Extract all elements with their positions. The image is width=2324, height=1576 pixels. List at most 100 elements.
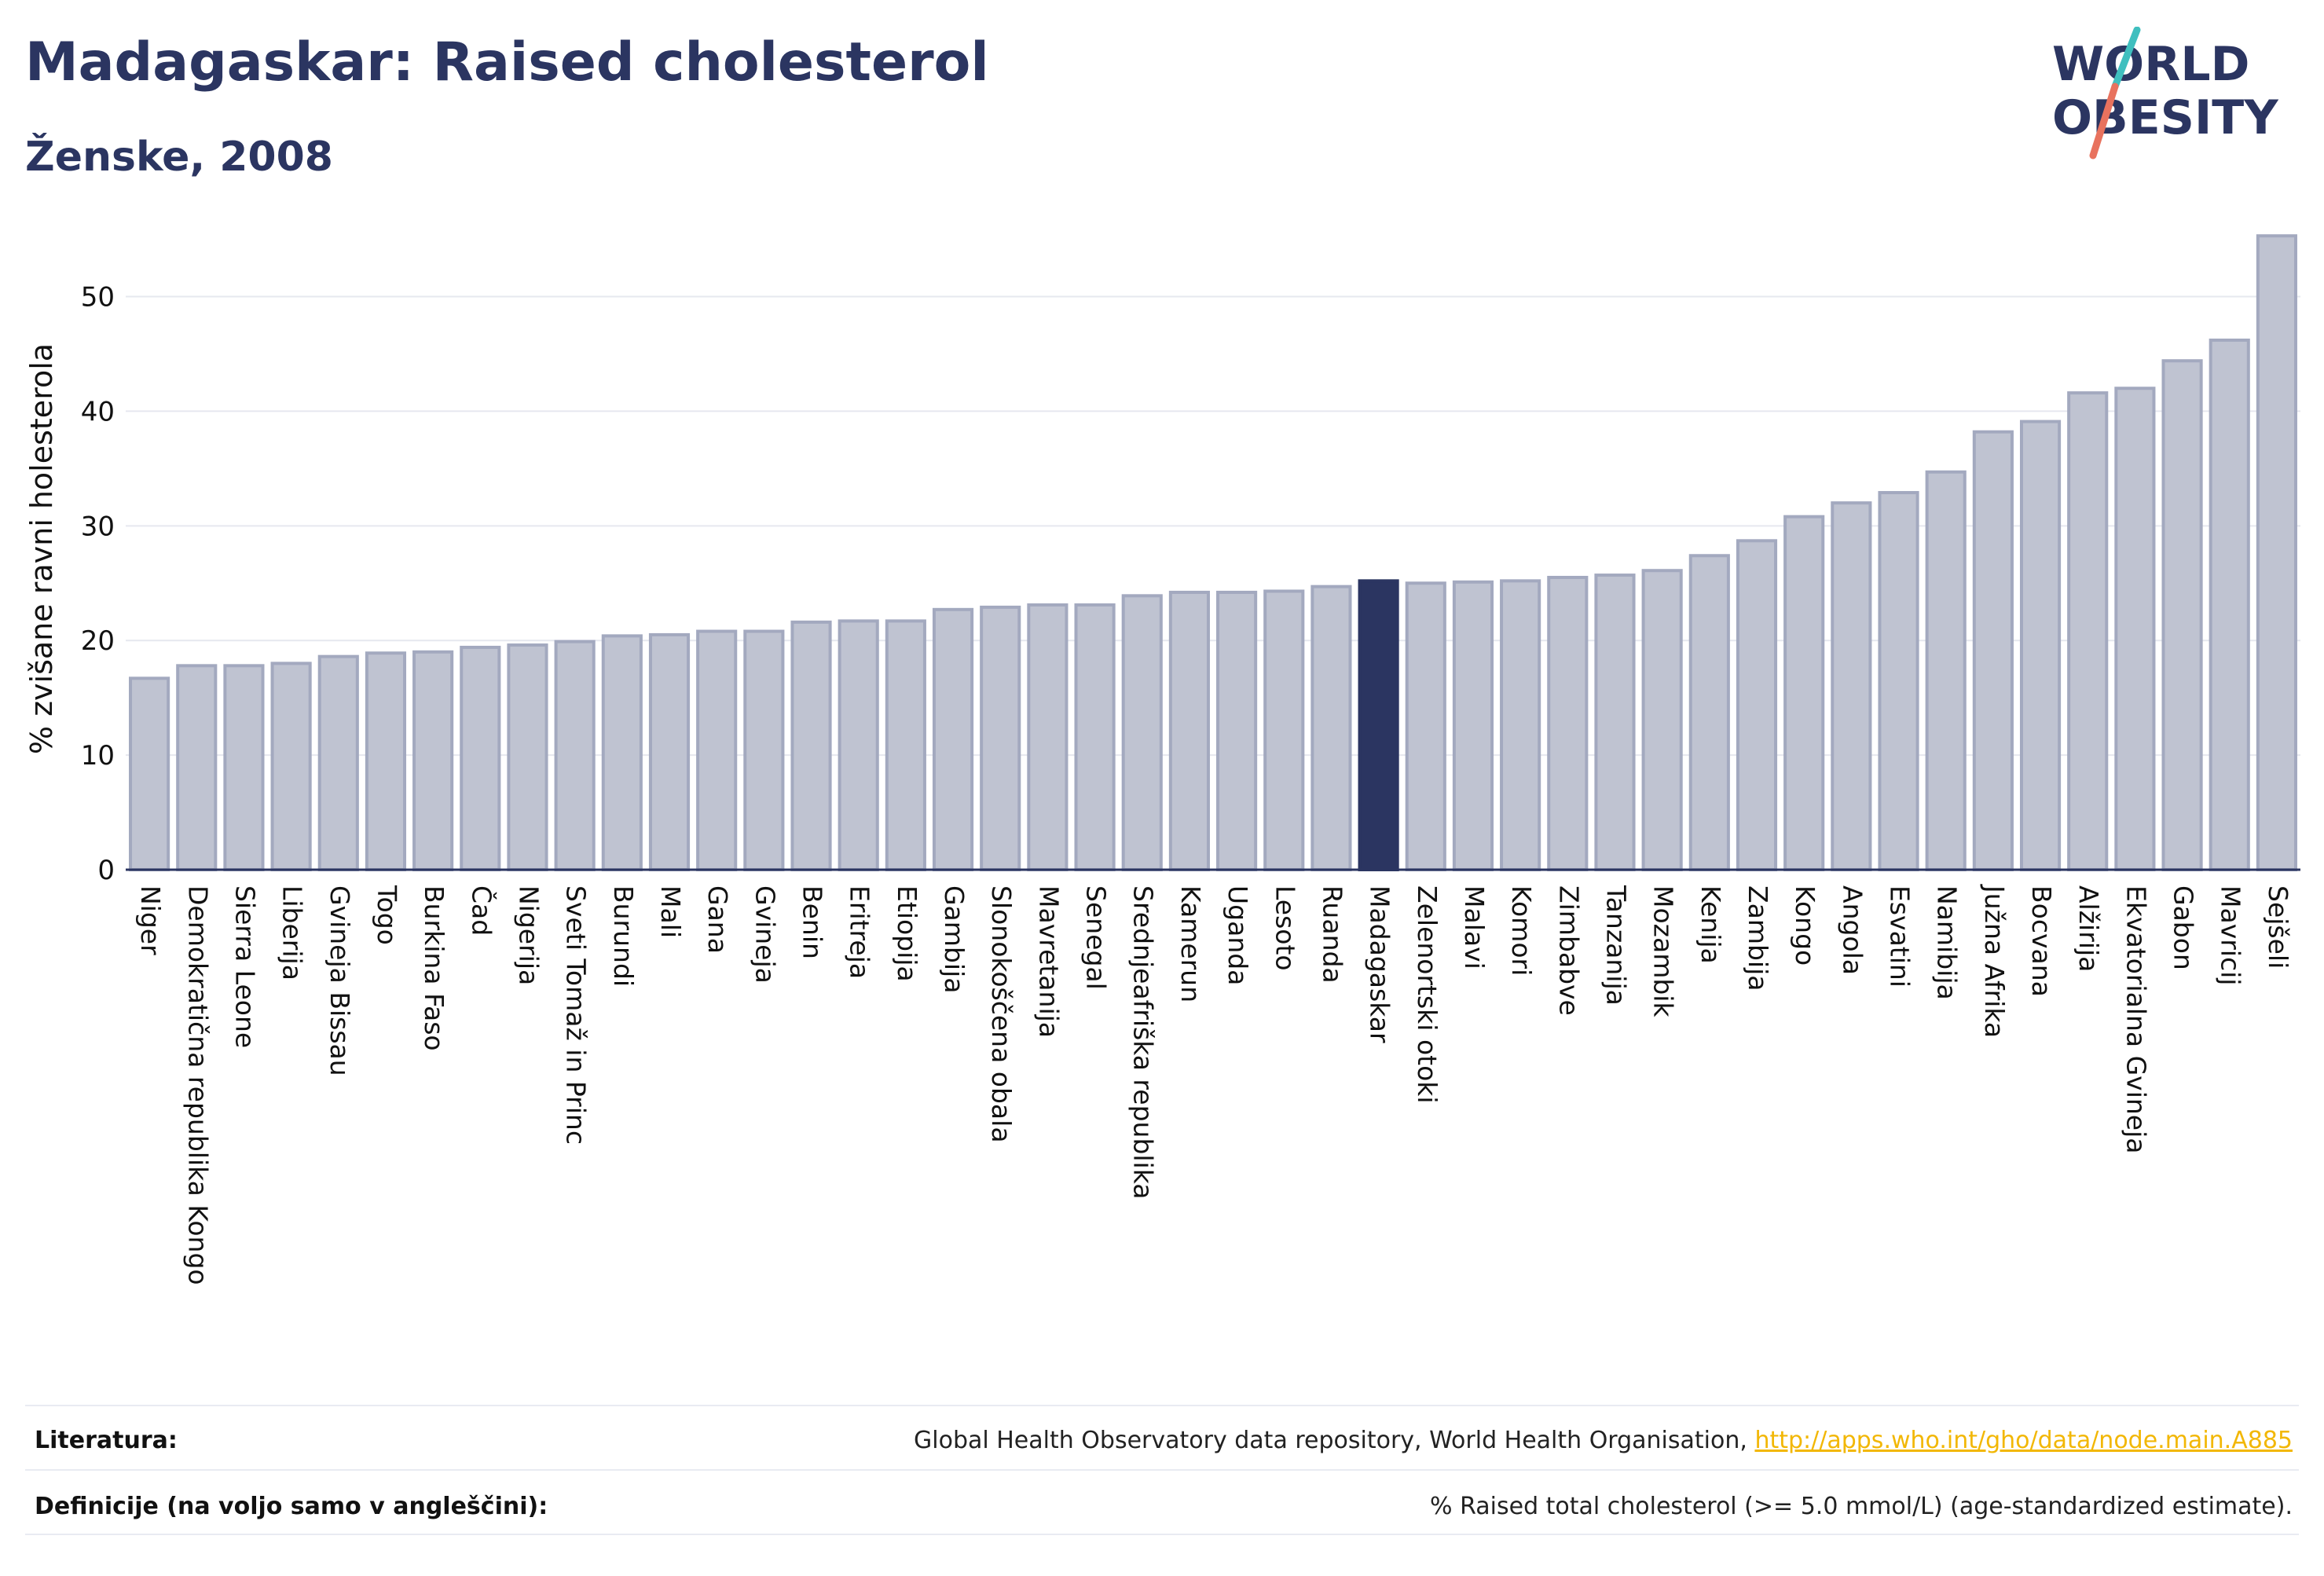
bar-zimbabve[interactable]: [1547, 575, 1589, 871]
x-tick-label: Sveti Tomaž in Princ: [561, 885, 592, 1145]
bar-gvineja[interactable]: [743, 629, 785, 871]
x-tick-label: Etiopija: [892, 885, 922, 982]
bars: [129, 234, 2297, 872]
bar-esvatini[interactable]: [1878, 491, 1919, 871]
x-tick-label: Zambija: [1743, 885, 1773, 991]
bar-kongo[interactable]: [1783, 515, 1825, 872]
page-title: Madagaskar: Raised cholesterol: [25, 31, 989, 93]
x-tick-label: Gambija: [939, 885, 970, 993]
x-tick-label: Kongo: [1790, 885, 1820, 966]
x-tick-label: Esvatini: [1885, 885, 1915, 988]
literature-text: Global Health Observatory data repositor…: [914, 1427, 1755, 1454]
literature-source: Global Health Observatory data repositor…: [914, 1427, 2293, 1454]
bar-gambija[interactable]: [932, 607, 974, 872]
bar-mavretanija[interactable]: [1027, 603, 1069, 871]
bar-togo[interactable]: [365, 651, 407, 871]
bar-niger[interactable]: [129, 676, 170, 872]
bar-tanzanija[interactable]: [1594, 574, 1636, 871]
y-tick-label: 30: [81, 511, 115, 542]
bar-chart: 0 10 20 30 40 50 Niger Demokratična republika …: [24, 234, 2300, 1285]
bar-angola[interactable]: [1831, 501, 1872, 872]
logo-line-1: WORLD: [2052, 37, 2249, 92]
bar-mozambik[interactable]: [1641, 569, 1683, 872]
bar-liberija[interactable]: [270, 662, 312, 872]
x-tick-label: Sejšeli: [2263, 885, 2293, 969]
bar-ruanda[interactable]: [1310, 585, 1352, 871]
bar-kenija[interactable]: [1688, 554, 1730, 872]
x-tick-label: Demokratična republika Kongo: [182, 885, 213, 1285]
page-subtitle: Ženske, 2008: [25, 134, 333, 181]
bar-ekvatorialna-gvineja[interactable]: [2114, 387, 2156, 871]
x-tick-label: Zimbabve: [1553, 885, 1584, 1016]
x-tick-label: Namibija: [1932, 885, 1963, 1000]
y-tick-label: 20: [81, 625, 115, 657]
x-tick-label: Mozambik: [1648, 885, 1679, 1017]
literature-link[interactable]: http://apps.who.int/gho/data/node.main.A…: [1754, 1427, 2293, 1454]
x-tick-label: Mavretanija: [1033, 885, 1064, 1038]
bar-sierra-leone[interactable]: [223, 664, 265, 872]
bar-komori[interactable]: [1500, 579, 1541, 871]
bar-alžirija[interactable]: [2067, 391, 2109, 872]
x-tick-label: Niger: [135, 885, 166, 955]
x-tick-label: Malavi: [1459, 885, 1490, 969]
bar-namibija[interactable]: [1925, 470, 1967, 871]
bar-sveti-tomaž-in-princ[interactable]: [554, 640, 596, 871]
footer-divider-top: [25, 1405, 2299, 1406]
bar-lesoto[interactable]: [1263, 589, 1305, 871]
bar-sejšeli[interactable]: [2256, 234, 2297, 871]
bar-zelenortski-otoki[interactable]: [1405, 581, 1446, 872]
bar-čad[interactable]: [460, 645, 501, 871]
bar-mali[interactable]: [648, 632, 691, 871]
bar-srednjeafriška-republika[interactable]: [1121, 594, 1163, 872]
x-tick-label: Uganda: [1222, 885, 1253, 985]
bar-gabon[interactable]: [2161, 359, 2203, 871]
bar-demokratična-republika-kongo[interactable]: [176, 664, 218, 872]
bar-madagaskar[interactable]: [1358, 579, 1399, 871]
y-tick-label: 10: [81, 740, 115, 772]
x-tick-label: Senegal: [1081, 885, 1112, 990]
bar-malavi[interactable]: [1452, 580, 1494, 871]
x-tick-label: Gvineja Bissau: [324, 885, 355, 1076]
bar-burkina-faso[interactable]: [412, 650, 454, 872]
y-tick-label: 0: [97, 855, 115, 886]
x-tick-label: Alžirija: [2073, 885, 2104, 972]
bar-benin[interactable]: [790, 620, 832, 871]
x-tick-label: Nigerija: [513, 885, 544, 985]
x-tick-label: Kamerun: [1175, 885, 1206, 1002]
x-tick-label: Južna Afrika: [1979, 884, 2010, 1038]
y-tick-label: 40: [81, 396, 115, 427]
x-tick-label: Eritreja: [845, 885, 875, 979]
logo-line-2: OBESITY: [2052, 90, 2279, 145]
x-axis-ticks: Niger Demokratična republika Kongo Sierra …: [135, 884, 2293, 1285]
bar-zambija[interactable]: [1736, 539, 1778, 871]
bar-kamerun[interactable]: [1168, 590, 1210, 871]
world-obesity-logo: WORLD OBESITY: [2052, 27, 2279, 159]
x-tick-label: Bocvana: [2026, 885, 2057, 997]
bar-mavricij[interactable]: [2209, 338, 2250, 872]
bar-nigerija[interactable]: [507, 643, 548, 871]
bar-senegal[interactable]: [1074, 603, 1116, 871]
x-tick-label: Liberija: [277, 885, 308, 980]
bar-uganda[interactable]: [1216, 590, 1258, 871]
bar-gana[interactable]: [696, 629, 738, 871]
x-tick-label: Ruanda: [1317, 885, 1347, 984]
footer-divider-bottom: [25, 1534, 2299, 1535]
logo-slash-coral: [2089, 82, 2119, 159]
bar-gvineja-bissau[interactable]: [317, 654, 359, 871]
bar-bocvana[interactable]: [2019, 420, 2062, 871]
x-tick-label: Tanzanija: [1600, 885, 1631, 1006]
bar-etiopija[interactable]: [885, 619, 926, 871]
bar-eritreja[interactable]: [838, 619, 879, 871]
x-tick-label: Burkina Faso: [419, 885, 449, 1051]
bar-slonokoščena-obala[interactable]: [980, 605, 1021, 871]
x-tick-label: Kenija: [1695, 885, 1726, 964]
x-tick-label: Zelenortski otoki: [1412, 885, 1442, 1104]
bar-burundi[interactable]: [601, 634, 643, 872]
bar-južna-afrika[interactable]: [1972, 430, 2014, 871]
logo-slash-teal: [2111, 27, 2141, 90]
y-axis-ticks: 0 10 20 30 40 50: [81, 282, 115, 886]
x-tick-label: Gabon: [2168, 885, 2199, 970]
x-tick-label: Benin: [797, 885, 828, 959]
x-tick-label: Gana: [702, 885, 733, 954]
x-tick-label: Čad: [466, 885, 497, 936]
